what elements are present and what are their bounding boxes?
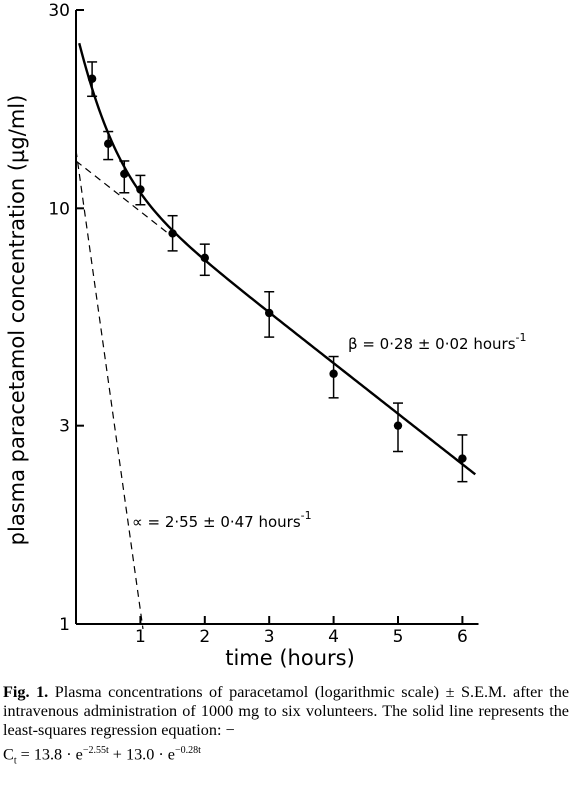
data-point (458, 454, 467, 463)
eq-exp1: −2.55t (82, 745, 109, 756)
figure-caption: Fig. 1. Plasma concentrations of paracet… (3, 683, 569, 771)
beta-phase-dashed-line (75, 160, 173, 238)
axes: 1 3 10 30 1 2 3 4 5 6 (48, 1, 479, 647)
regression-curve (78, 42, 477, 476)
x-tick-label: 1 (135, 627, 146, 647)
data-point (329, 369, 338, 378)
chart: 1 3 10 30 1 2 3 4 5 6 plasma paracetamol concentr… (5, 1, 527, 670)
data-point (87, 74, 97, 83)
alpha-annotation-superscript: -1 (301, 509, 312, 522)
data-points (87, 61, 468, 483)
data-point (120, 169, 129, 179)
eq-c: C (3, 745, 14, 764)
eq-t: t (13, 755, 17, 767)
caption-text: Plasma concentrations of paracetamol (lo… (3, 683, 570, 739)
y-tick-label: 10 (48, 199, 70, 219)
regression-equation: Ct = 13.8 · e−2.55t + 13.0 · e−0.28t (3, 741, 569, 771)
y-tick-label: 1 (59, 615, 70, 635)
x-tick-label: 3 (264, 627, 275, 647)
x-tick-label: 2 (199, 627, 210, 647)
figure-label: Fig. 1. (3, 683, 49, 701)
dashed-phase-lines (75, 150, 173, 630)
data-point (104, 139, 113, 148)
data-point (393, 421, 403, 430)
beta-annotation-superscript: -1 (516, 331, 527, 344)
alpha-annotation-text: ∝ = 2·55 ± 0·47 hours (132, 513, 301, 531)
eq-exp2: −0.28t (174, 745, 201, 756)
x-tick-label: 6 (457, 627, 468, 647)
data-point (168, 229, 177, 238)
eq-part2: + 13.0 · e (108, 745, 175, 764)
eq-part1: = 13.8 · e (16, 745, 83, 764)
y-axis-label: plasma paracetamol concentration (µg/ml) (5, 95, 29, 546)
x-axis-label: time (hours) (225, 646, 355, 670)
alpha-phase-dashed-line (75, 150, 144, 630)
data-point (200, 253, 209, 263)
x-tick-label: 4 (328, 627, 339, 647)
data-point (265, 308, 274, 318)
y-tick-label: 30 (48, 1, 70, 21)
data-point (136, 185, 145, 194)
y-tick-label: 3 (59, 417, 70, 437)
beta-annotation: β = 0·28 ± 0·02 hours-1 (348, 331, 527, 353)
alpha-annotation: ∝ = 2·55 ± 0·47 hours-1 (132, 509, 312, 531)
x-tick-label: 5 (393, 627, 404, 647)
beta-annotation-text: β = 0·28 ± 0·02 hours (348, 335, 516, 353)
regression-fit-line (78, 42, 477, 476)
